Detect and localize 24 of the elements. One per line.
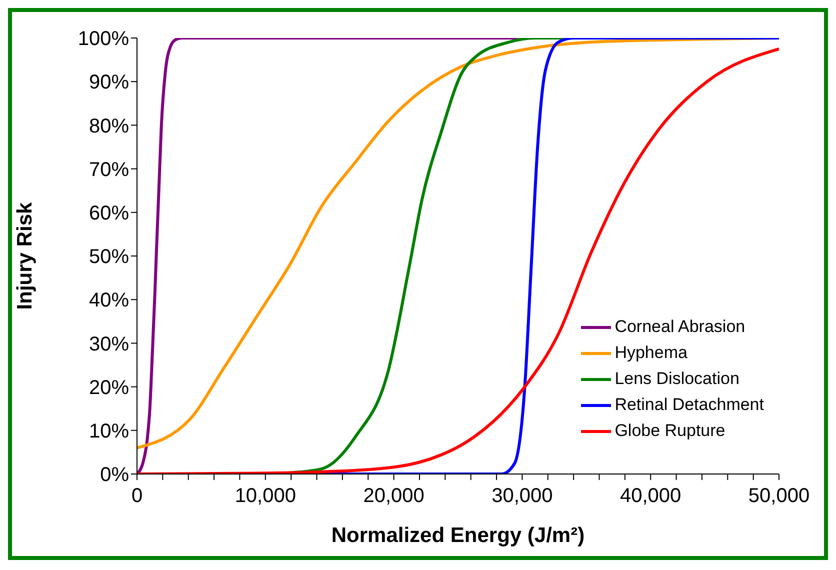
legend-label: Retinal Detachment: [614, 394, 764, 416]
y-tick-label: 10%: [88, 420, 130, 442]
x-axis-title: Normalized Energy (J/m²): [331, 524, 585, 547]
legend-label: Lens Dislocation: [614, 368, 740, 390]
y-tick-label: 80%: [88, 115, 130, 138]
y-tick-label: 90%: [88, 72, 130, 94]
legend-label: Globe Rupture: [614, 420, 726, 442]
x-tick-label: 40,000: [620, 485, 682, 508]
x-tick-label: 20,000: [363, 485, 424, 508]
y-tick-label: 40%: [88, 290, 130, 312]
x-tick-label: 0: [131, 485, 143, 508]
x-tick-label: 10,000: [234, 485, 296, 508]
y-tick-label: 100%: [78, 28, 130, 50]
x-tick-label: 50,000: [748, 485, 810, 508]
y-tick-label: 70%: [88, 158, 130, 181]
y-tick-label: 50%: [88, 246, 130, 268]
legend-label: Hyphema: [614, 342, 688, 364]
y-tick-label: 0%: [100, 464, 130, 486]
y-tick-label: 30%: [88, 333, 130, 356]
y-tick-label: 60%: [88, 202, 130, 224]
y-axis-title: Injury Risk: [13, 202, 36, 310]
x-tick-label: 30,000: [492, 485, 553, 508]
y-tick-label: 20%: [88, 376, 130, 399]
legend-label: Corneal Abrasion: [614, 316, 746, 338]
